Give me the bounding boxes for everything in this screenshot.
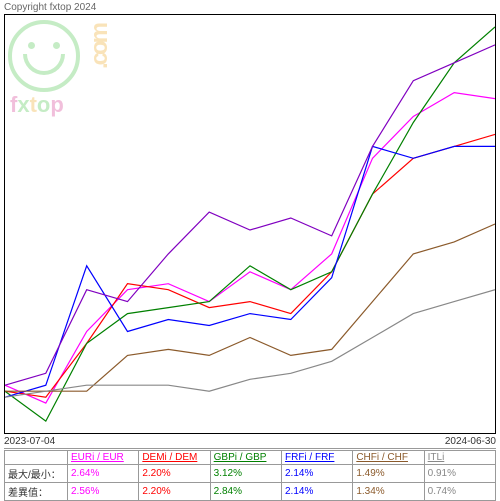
legend-diff-cell: 1.34% — [353, 483, 424, 501]
legend-maxmin-cell: 2.20% — [139, 465, 210, 483]
series-line — [5, 93, 495, 404]
date-axis: 2023-07-04 2024-06-30 — [4, 436, 496, 449]
legend-maxmin-cell: 3.12% — [210, 465, 281, 483]
legend-header-cell[interactable]: FRFi / FRF — [281, 451, 352, 465]
legend-maxmin-cell: 2.14% — [281, 465, 352, 483]
legend-header-cell[interactable]: EURi / EUR — [68, 451, 139, 465]
legend-diff-cell: 0.74% — [424, 483, 495, 501]
series-line — [5, 27, 495, 421]
legend-diff-cell: 2.14% — [281, 483, 352, 501]
row-label-diff: 差異值： — [5, 483, 68, 501]
legend-header-cell[interactable]: DEMi / DEM — [139, 451, 210, 465]
legend-diff-cell: 2.56% — [68, 483, 139, 501]
date-start: 2023-07-04 — [4, 436, 55, 447]
row-label-maxmin: 最大/最小： — [5, 465, 68, 483]
legend-header-cell[interactable]: CHFi / CHF — [353, 451, 424, 465]
line-chart — [4, 14, 496, 434]
legend-header-cell[interactable]: ITLi — [424, 451, 495, 465]
series-line — [5, 45, 495, 385]
legend-diff-cell: 2.20% — [139, 483, 210, 501]
legend-header-cell[interactable]: GBPi / GBP — [210, 451, 281, 465]
legend-diff-cell: 2.84% — [210, 483, 281, 501]
legend-maxmin-cell: 0.91% — [424, 465, 495, 483]
legend-maxmin-cell: 1.49% — [353, 465, 424, 483]
legend-maxmin-cell: 2.64% — [68, 465, 139, 483]
copyright-text: Copyright fxtop 2024 — [4, 2, 96, 13]
legend-table: EURi / EURDEMi / DEMGBPi / GBPFRFi / FRF… — [4, 450, 496, 501]
legend-blank — [5, 451, 68, 465]
date-end: 2024-06-30 — [445, 436, 496, 447]
